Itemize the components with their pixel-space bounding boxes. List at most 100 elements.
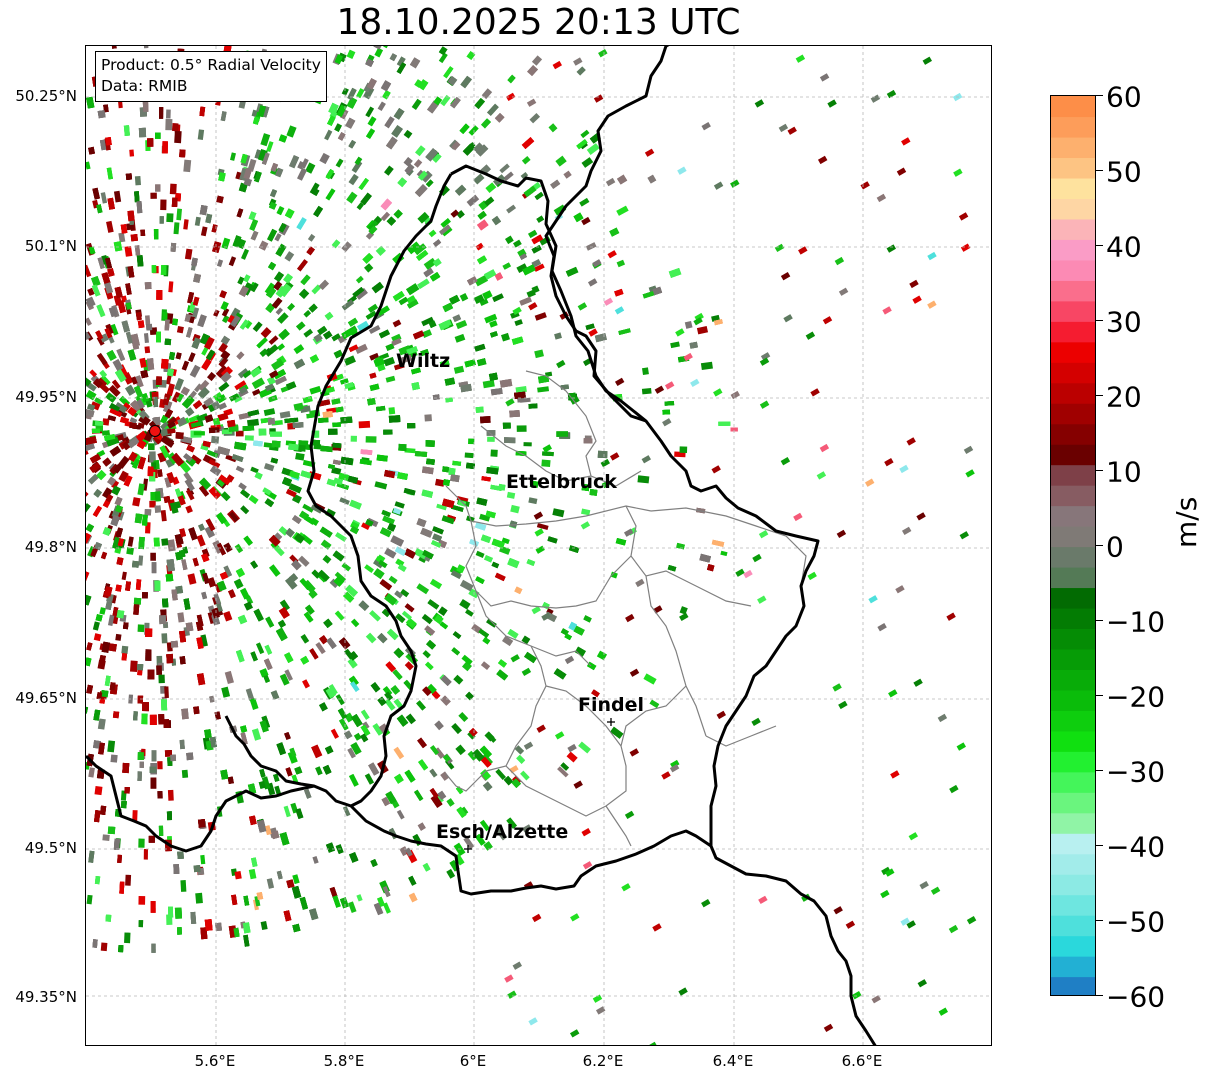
canton-borders <box>445 370 807 847</box>
lat-tick-label: 49.8°N <box>24 538 77 556</box>
colorbar-segment <box>1051 403 1095 425</box>
colorbar-segment <box>1051 566 1095 589</box>
colorbar-segment <box>1051 96 1095 118</box>
colorbar-segment <box>1051 423 1095 445</box>
lon-tick-label: 6.6°E <box>841 1052 883 1070</box>
national-borders <box>86 46 877 1045</box>
map-title: 18.10.2025 20:13 UTC <box>336 2 741 43</box>
colorbar-tick <box>1096 770 1103 771</box>
product-label: Product: 0.5° Radial Velocity <box>101 56 321 74</box>
lon-tick-label: 5.6°E <box>194 1052 236 1070</box>
lat-tick-label: 50.25°N <box>15 87 77 105</box>
colorbar-segment <box>1051 956 1095 978</box>
radar-map[interactable] <box>85 45 992 1046</box>
colorbar-tick-label: 10 <box>1106 455 1142 489</box>
lat-tick-label: 49.65°N <box>15 689 77 707</box>
colorbar-segment <box>1051 628 1095 650</box>
city-markers <box>464 718 615 853</box>
colorbar-unit-label: m/s <box>1170 496 1203 548</box>
lon-tick-label: 6.2°E <box>582 1052 624 1070</box>
lat-tick-label: 49.95°N <box>15 388 77 406</box>
colorbar-tick-label: 50 <box>1106 155 1142 189</box>
colorbar-segment <box>1051 526 1095 548</box>
colorbar-segment <box>1051 198 1095 220</box>
colorbar-segment <box>1051 341 1095 363</box>
city-label-ettelbruck: Ettelbruck <box>506 471 617 493</box>
city-label-wiltz: Wiltz <box>396 350 451 372</box>
colorbar-tick <box>1096 620 1103 621</box>
colorbar-tick <box>1096 920 1103 921</box>
colorbar-tick <box>1096 695 1103 696</box>
radar-map-canvas <box>86 46 991 1045</box>
city-label-esch-alzette: Esch/Alzette <box>436 821 569 843</box>
colorbar-segment <box>1051 648 1095 670</box>
colorbar-segment <box>1051 812 1095 834</box>
data-source-label: Data: RMIB <box>101 77 188 95</box>
product-info-box: Product: 0.5° Radial Velocity Data: RMIB <box>95 51 327 102</box>
colorbar-tick-label: −20 <box>1106 680 1166 714</box>
colorbar-segment <box>1051 976 1095 995</box>
colorbar-tick-label: −10 <box>1106 605 1166 639</box>
colorbar-segment <box>1051 300 1095 322</box>
colorbar-segment <box>1051 505 1095 527</box>
lat-tick-label: 50.1°N <box>24 237 77 255</box>
city-label-findel: Findel <box>578 694 645 716</box>
colorbar-segment <box>1051 771 1095 793</box>
colorbar-tick-label: −60 <box>1106 980 1166 1014</box>
colorbar-tick <box>1096 170 1103 171</box>
colorbar-tick-label: 0 <box>1106 530 1124 564</box>
colorbar-segment <box>1051 464 1095 486</box>
colorbar-segment <box>1051 894 1095 916</box>
radar-site-marker <box>149 425 161 437</box>
lon-tick-label: 5.8°E <box>323 1052 365 1070</box>
colorbar-tick <box>1096 95 1103 96</box>
colorbar-segment <box>1051 546 1095 568</box>
colorbar-segment <box>1051 730 1095 752</box>
colorbar-segment <box>1051 321 1095 343</box>
colorbar-tick-label: 20 <box>1106 380 1142 414</box>
colorbar-segment <box>1051 587 1095 609</box>
velocity-colorbar <box>1050 95 1096 996</box>
lat-tick-label: 49.5°N <box>24 839 77 857</box>
colorbar-tick <box>1096 845 1103 846</box>
colorbar-segment <box>1051 116 1095 138</box>
colorbar-segment <box>1051 444 1095 466</box>
colorbar-segment <box>1051 689 1095 711</box>
colorbar-tick-label: 60 <box>1106 80 1142 114</box>
colorbar-tick-label: 40 <box>1106 230 1142 264</box>
lon-tick-label: 6.4°E <box>712 1052 754 1070</box>
graticule <box>86 46 991 1045</box>
colorbar-segment <box>1051 833 1095 855</box>
colorbar-segment <box>1051 751 1095 773</box>
colorbar-tick-label: −40 <box>1106 830 1166 864</box>
colorbar-segment <box>1051 136 1095 159</box>
colorbar-segment <box>1051 485 1095 507</box>
velocity-echoes <box>86 46 977 1045</box>
lat-tick-label: 49.35°N <box>15 988 77 1006</box>
colorbar-tick-label: 30 <box>1106 305 1142 339</box>
colorbar-segment <box>1051 607 1095 630</box>
colorbar-tick <box>1096 320 1103 321</box>
colorbar-segment <box>1051 218 1095 240</box>
colorbar-segment <box>1051 792 1095 814</box>
colorbar-segment <box>1051 239 1095 261</box>
colorbar-segment <box>1051 669 1095 691</box>
colorbar-tick <box>1096 470 1103 471</box>
colorbar-tick <box>1096 545 1103 546</box>
colorbar-segment <box>1051 362 1095 384</box>
colorbar-segment <box>1051 157 1095 179</box>
colorbar-segment <box>1051 280 1095 302</box>
colorbar-segment <box>1051 710 1095 732</box>
colorbar-segment <box>1051 853 1095 875</box>
colorbar-segment <box>1051 259 1095 281</box>
lon-tick-label: 6°E <box>459 1052 487 1070</box>
colorbar-tick-label: −50 <box>1106 905 1166 939</box>
colorbar-segment <box>1051 874 1095 896</box>
colorbar-segment <box>1051 382 1095 404</box>
colorbar-tick <box>1096 395 1103 396</box>
colorbar-tick <box>1096 245 1103 246</box>
colorbar-segment <box>1051 177 1095 199</box>
colorbar-segment <box>1051 915 1095 937</box>
colorbar-tick-label: −30 <box>1106 755 1166 789</box>
colorbar-tick <box>1096 995 1103 996</box>
